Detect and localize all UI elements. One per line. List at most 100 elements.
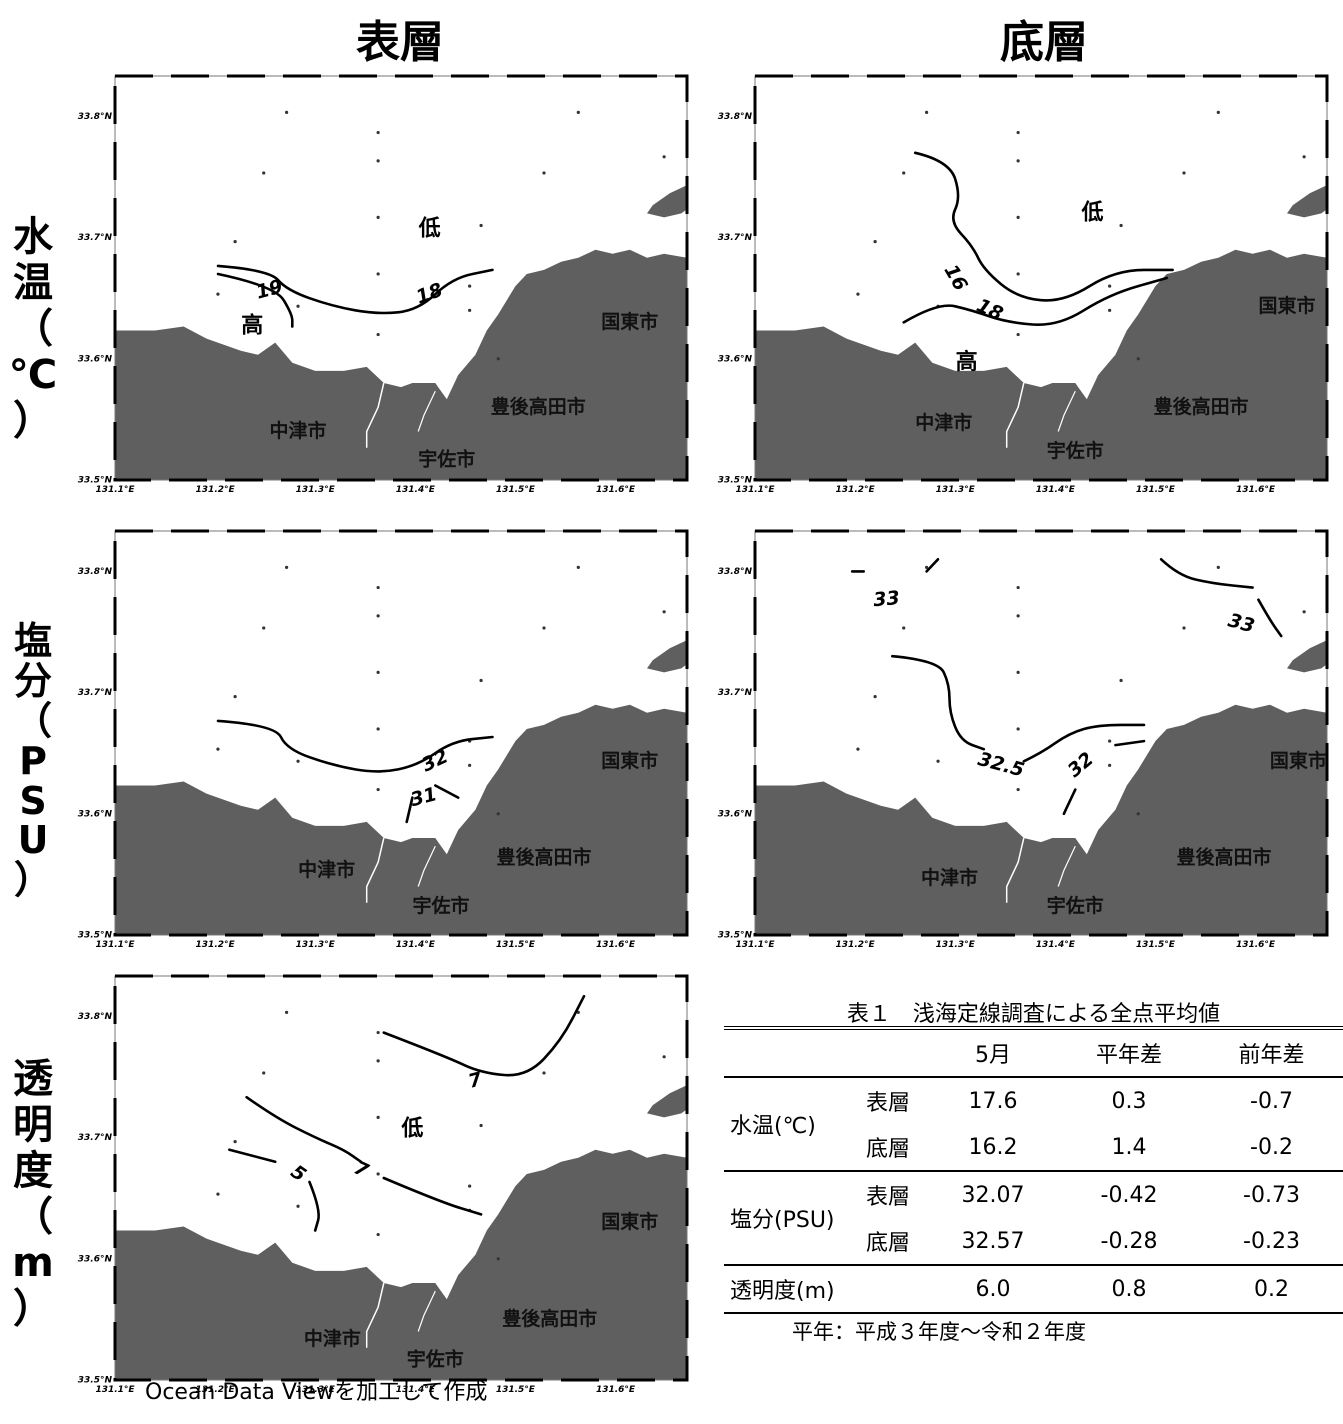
latitude-tick-label: 33.7°N [718, 688, 753, 698]
station-point [376, 585, 380, 590]
longitude-tick-label: 131.1°E [95, 1385, 135, 1395]
header-cell: 前年差 [1238, 1043, 1305, 1068]
place-label: 宇佐市 [407, 1347, 464, 1370]
contour-line [913, 151, 1174, 302]
group-label: 透明度(m) [730, 1279, 835, 1304]
group-label: 水温(℃) [730, 1114, 816, 1139]
station-point [576, 110, 580, 114]
station-point [262, 1071, 266, 1075]
map-salinity-surface: 32 31 中津市 宇佐市 豊後高田市 国東市 33.8°N 33.7°N 33.6°N 33.5… [60, 525, 700, 970]
place-label: 豊後高田市 [1177, 846, 1272, 869]
station-point [496, 1257, 500, 1261]
table-note: 平年：平成３年度～令和２年度 [792, 1320, 1086, 1344]
station-point [376, 727, 380, 731]
latitude-tick-label: 33.8°N [718, 567, 753, 577]
longitude-tick-label: 131.2°E [196, 485, 236, 495]
latitude-tick-label: 33.6°N [718, 809, 753, 819]
summary-table: 5月 平年差 前年差 水温(℃) 表層 17.6 0.3 -0.7 底層 16.… [724, 1026, 1343, 1314]
table-row: 透明度(m) 6.0 0.8 0.2 [724, 1265, 1343, 1313]
place-label: 国東市 [1270, 749, 1327, 772]
source-credit: Ocean Data Viewを加工して作成 [145, 1380, 488, 1405]
contour-label: 7 [351, 1157, 373, 1183]
station-point [873, 240, 877, 244]
longitude-tick-label: 131.4°E [396, 1385, 436, 1395]
station-point [496, 357, 500, 361]
island-shape [1287, 640, 1327, 673]
river-line [417, 1290, 436, 1332]
land-area [755, 704, 1327, 935]
longitude-tick-label: 131.5°E [496, 1385, 536, 1395]
map-transparency-surface: 7 7 5 低中津市 宇佐市 豊後高田市 国東市 33.8°N 33.7°N 33.6°N 33.5… [60, 970, 700, 1415]
station-point [376, 159, 380, 163]
station-point [376, 787, 380, 792]
station-point [1016, 585, 1020, 590]
contour-line [902, 276, 1169, 327]
longitude-tick-label: 131.2°E [196, 1385, 236, 1395]
table-cell: -0.2 [1250, 1134, 1293, 1160]
station-point [936, 759, 940, 763]
contour-line [1159, 558, 1254, 589]
station-point [856, 747, 860, 751]
station-point [468, 284, 472, 288]
station-point [285, 1010, 289, 1014]
station-point [1016, 272, 1020, 276]
longitude-tick-label: 131.6°E [596, 1385, 636, 1395]
station-point [1016, 159, 1020, 163]
low-marker: 低 [1080, 200, 1103, 225]
latitude-tick-label: 33.6°N [78, 809, 113, 819]
station-point [873, 695, 877, 699]
land-area [755, 249, 1327, 480]
place-label: 国東市 [1258, 294, 1315, 317]
station-point [925, 565, 929, 569]
place-label: 宇佐市 [1047, 439, 1104, 462]
latitude-tick-label: 33.5°N [78, 1376, 113, 1386]
station-point [1136, 812, 1140, 816]
station-point [856, 292, 860, 296]
latitude-tick-label: 33.7°N [78, 233, 113, 243]
map-dashed-border [113, 74, 689, 482]
latitude-tick-label: 33.5°N [78, 476, 113, 486]
island-shape [647, 640, 687, 673]
station-point [542, 171, 546, 175]
station-point [1216, 565, 1220, 569]
contour-line [925, 558, 940, 573]
station-point [1108, 763, 1112, 767]
table-cell: 0.3 [1111, 1088, 1147, 1114]
place-label: 豊後高田市 [1154, 395, 1249, 418]
latitude-tick-label: 33.5°N [718, 931, 753, 941]
contour-label: 19 [254, 276, 285, 304]
river-line [417, 845, 436, 887]
longitude-tick-label: 131.5°E [496, 940, 536, 950]
low-marker: 低 [400, 1117, 423, 1142]
header-cell: 平年差 [1095, 1043, 1162, 1068]
header-cell: 5月 [975, 1043, 1011, 1068]
latitude-tick-label: 33.8°N [78, 1012, 113, 1022]
low-marker: 低 [418, 217, 441, 242]
station-point [216, 292, 220, 296]
station-point [1016, 215, 1020, 219]
contour-line [382, 1176, 483, 1216]
table-cell: 32.57 [961, 1228, 1025, 1254]
latitude-tick-label: 33.7°N [718, 233, 753, 243]
latitude-tick-label: 33.5°N [78, 931, 113, 941]
contour-line [245, 1095, 363, 1164]
table-cell: -0.28 [1100, 1228, 1158, 1254]
station-point [376, 1115, 380, 1119]
contour-line [1114, 739, 1146, 747]
place-label: 国東市 [601, 1210, 658, 1233]
river-line [365, 837, 385, 903]
group-label: 塩分(PSU) [730, 1208, 835, 1233]
map-dashed-border [113, 974, 689, 1382]
contour-line [434, 784, 460, 799]
longitude-tick-label: 131.6°E [596, 485, 636, 495]
longitude-tick-label: 131.3°E [296, 485, 336, 495]
contour-line [228, 1148, 277, 1164]
place-label: 国東市 [601, 310, 658, 333]
place-label: 宇佐市 [418, 447, 475, 470]
river-line [1057, 845, 1076, 887]
station-point [479, 1123, 483, 1128]
table-row: 塩分(PSU) 表層 32.07 -0.42 -0.73 [724, 1171, 1343, 1233]
station-point [902, 171, 906, 175]
